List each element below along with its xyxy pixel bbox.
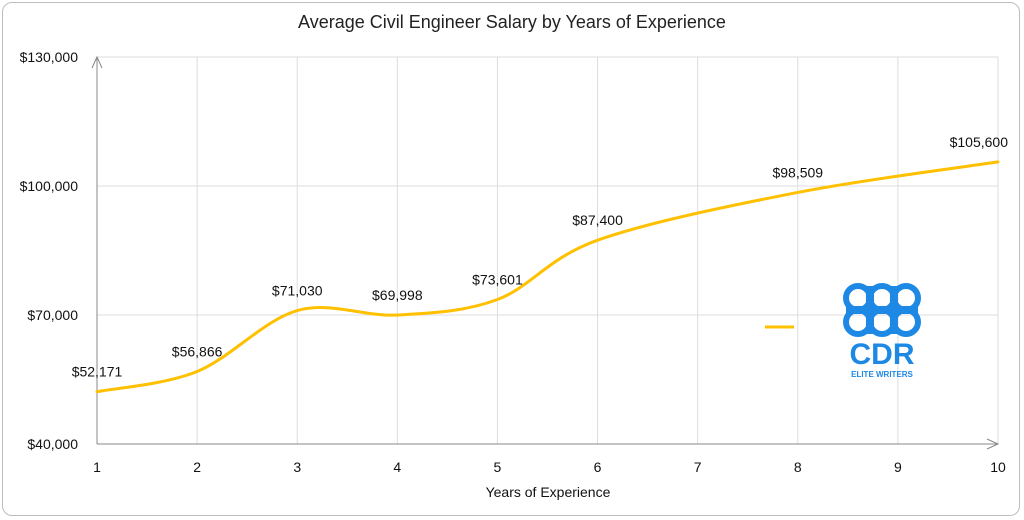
series-line: [95, 160, 1000, 394]
y-axis-arrow: [91, 55, 103, 69]
tick-labels: 1 2 3 4 5 6 7 8 9 10 $40,000 $70,000 $100,000 $130,00…: [20, 49, 1006, 475]
data-label: $52,171: [72, 364, 123, 380]
data-label: $87,400: [572, 212, 623, 228]
x-tick-label: 7: [694, 459, 702, 475]
x-axis-title: Years of Experience: [486, 484, 611, 500]
chart-title: Average Civil Engineer Salary by Years o…: [298, 12, 726, 32]
grid-lines: [97, 56, 999, 444]
data-labels: $52,171 $56,866 $71,030 $69,998 $73,601 $87,4…: [72, 134, 1009, 380]
data-label: $69,998: [372, 287, 423, 303]
x-tick-label: 10: [990, 459, 1006, 475]
y-tick-label: $40,000: [27, 436, 78, 452]
data-label: $56,866: [172, 343, 223, 359]
x-tick-label: 6: [594, 459, 602, 475]
x-axis-arrow: [986, 438, 1000, 450]
x-tick-label: 4: [393, 459, 401, 475]
data-label: $71,030: [272, 283, 323, 299]
data-label: $98,509: [772, 164, 823, 180]
series-lines: [95, 160, 1000, 394]
x-tick-label: 2: [193, 459, 201, 475]
logo-subtext: ELITE WRITERS: [851, 370, 913, 379]
y-tick-label: $130,000: [20, 49, 79, 65]
x-tick-label: 5: [494, 459, 502, 475]
logo-text: CDR: [850, 338, 915, 371]
x-tick-label: 1: [93, 459, 101, 475]
x-tick-label: 8: [794, 459, 802, 475]
data-label: $105,600: [950, 134, 1009, 150]
cdr-logo: CDR ELITE WRITERS: [843, 283, 921, 379]
axes: [91, 55, 1000, 450]
y-tick-label: $100,000: [20, 178, 79, 194]
x-tick-label: 3: [293, 459, 301, 475]
x-tick-label: 9: [894, 459, 902, 475]
data-label: $73,601: [472, 272, 523, 288]
y-tick-label: $70,000: [27, 307, 78, 323]
